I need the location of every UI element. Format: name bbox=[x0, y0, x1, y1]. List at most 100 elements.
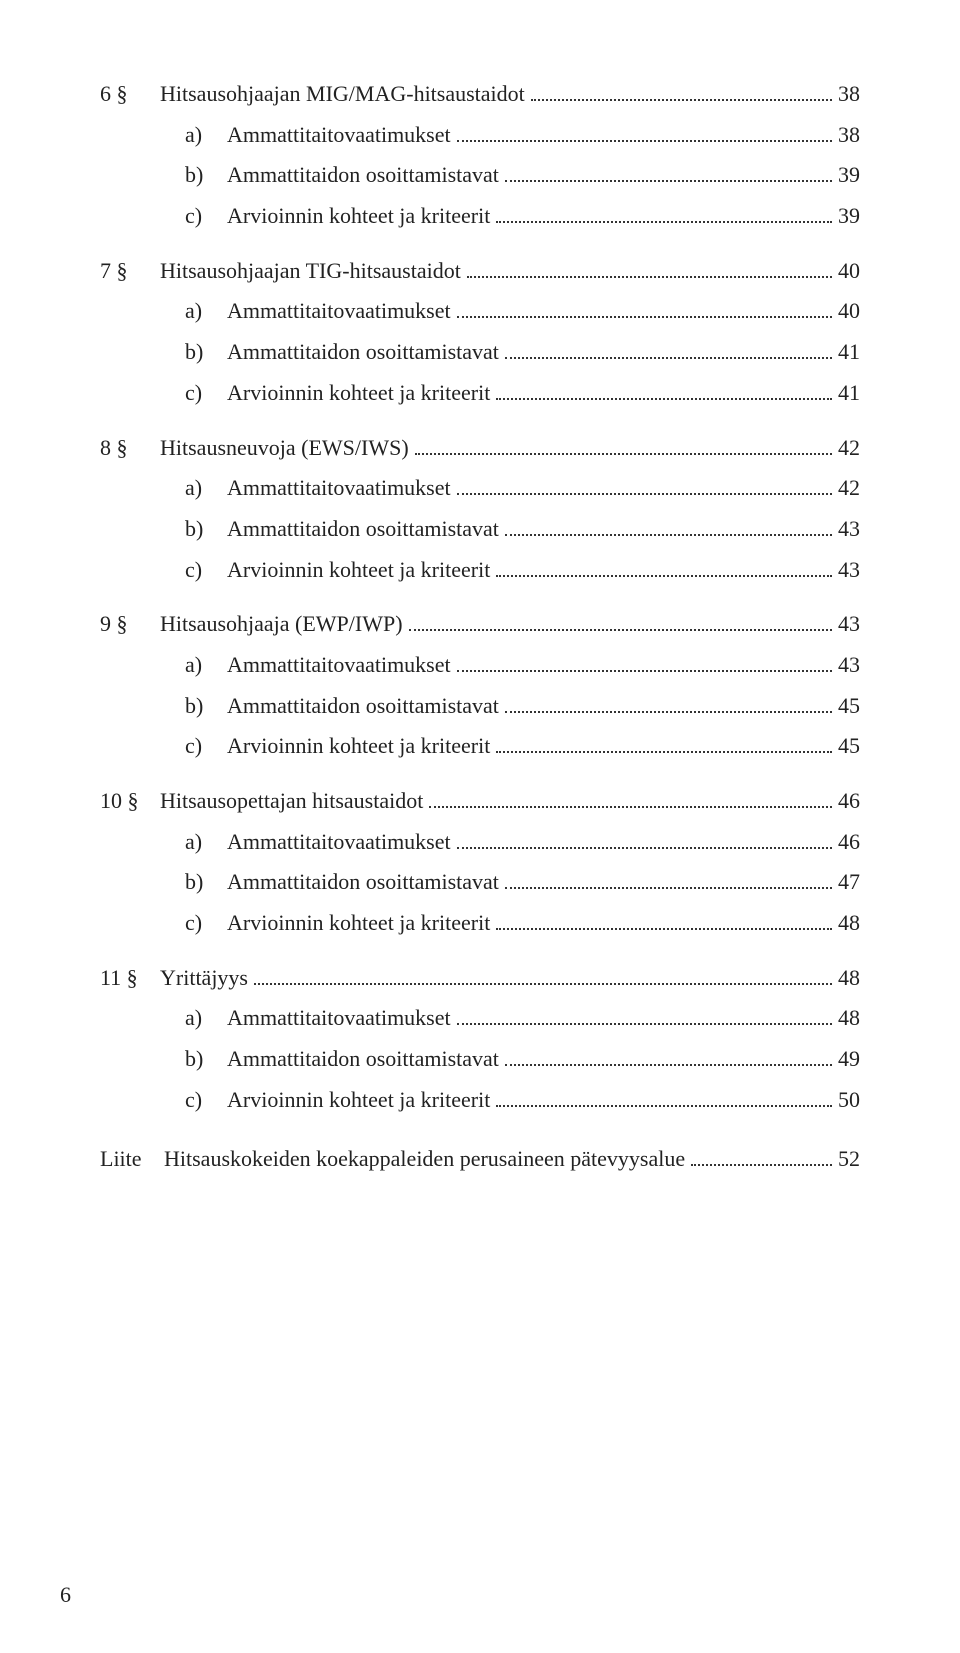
toc-title: Hitsausneuvoja (EWS/IWS) bbox=[160, 435, 409, 460]
toc-page: 40 bbox=[838, 251, 860, 292]
toc-subsection: c)Arvioinnin kohteet ja kriteerit 41 bbox=[100, 373, 860, 414]
toc-leader bbox=[505, 868, 832, 890]
toc-label: a)Ammattitaitovaatimukset bbox=[185, 468, 451, 509]
toc-label: b)Ammattitaidon osoittamistavat bbox=[185, 155, 499, 196]
document-page: 6 §Hitsausohjaajan MIG/MAG-hitsaustaidot… bbox=[0, 0, 960, 1653]
toc-letter: b) bbox=[185, 1039, 227, 1080]
toc-leader bbox=[505, 161, 832, 183]
toc-page: 41 bbox=[838, 373, 860, 414]
toc-label: c)Arvioinnin kohteet ja kriteerit bbox=[185, 903, 490, 944]
toc-subsection: a)Ammattitaitovaatimukset 42 bbox=[100, 468, 860, 509]
toc-number: 10 § bbox=[100, 781, 160, 822]
toc-title: Arvioinnin kohteet ja kriteerit bbox=[227, 203, 490, 228]
toc-letter: a) bbox=[185, 115, 227, 156]
toc-label: 7 §Hitsausohjaajan TIG-hitsaustaidot bbox=[100, 251, 461, 292]
toc-leader bbox=[457, 1004, 832, 1026]
toc-number: 6 § bbox=[100, 74, 160, 115]
toc-letter: a) bbox=[185, 998, 227, 1039]
toc-letter: c) bbox=[185, 903, 227, 944]
toc-letter: c) bbox=[185, 726, 227, 767]
toc-page: 45 bbox=[838, 686, 860, 727]
toc-leader bbox=[429, 786, 832, 808]
toc-label: b)Ammattitaidon osoittamistavat bbox=[185, 1039, 499, 1080]
toc-title: Ammattitaidon osoittamistavat bbox=[227, 339, 499, 364]
toc-leader bbox=[505, 691, 832, 713]
toc-subsection: a)Ammattitaitovaatimukset48 bbox=[100, 998, 860, 1039]
toc-subsection: a)Ammattitaitovaatimukset 46 bbox=[100, 822, 860, 863]
toc-title: Arvioinnin kohteet ja kriteerit bbox=[227, 1087, 490, 1112]
toc-label: LiiteHitsauskokeiden koekappaleiden peru… bbox=[100, 1139, 685, 1180]
toc-leader bbox=[496, 201, 832, 223]
toc-leader bbox=[457, 297, 832, 319]
toc-letter: a) bbox=[185, 822, 227, 863]
toc-subsection: c)Arvioinnin kohteet ja kriteerit 39 bbox=[100, 196, 860, 237]
toc-title: Hitsausohjaaja (EWP/IWP) bbox=[160, 611, 403, 636]
toc-page: 43 bbox=[838, 604, 860, 645]
toc-label: c)Arvioinnin kohteet ja kriteerit bbox=[185, 726, 490, 767]
toc-leader bbox=[467, 256, 832, 278]
toc-letter: c) bbox=[185, 550, 227, 591]
toc-leader bbox=[496, 378, 832, 400]
toc-subsection: b)Ammattitaidon osoittamistavat47 bbox=[100, 862, 860, 903]
toc-page: 46 bbox=[838, 781, 860, 822]
toc-title: Ammattitaidon osoittamistavat bbox=[227, 869, 499, 894]
toc-letter: b) bbox=[185, 332, 227, 373]
toc-subsection: a)Ammattitaitovaatimukset38 bbox=[100, 115, 860, 156]
toc-label: 10 §Hitsausopettajan hitsaustaidot bbox=[100, 781, 423, 822]
toc-title: Yrittäjyys bbox=[160, 965, 248, 990]
toc-leader bbox=[496, 555, 832, 577]
toc-subsection: b)Ammattitaidon osoittamistavat43 bbox=[100, 509, 860, 550]
toc-label: a)Ammattitaitovaatimukset bbox=[185, 645, 451, 686]
toc-label: 11 §Yrittäjyys bbox=[100, 958, 248, 999]
toc-number: 9 § bbox=[100, 604, 160, 645]
toc-subsection: a)Ammattitaitovaatimukset43 bbox=[100, 645, 860, 686]
toc-leader bbox=[691, 1144, 832, 1166]
toc-leader bbox=[457, 473, 832, 495]
toc-label: c)Arvioinnin kohteet ja kriteerit bbox=[185, 373, 490, 414]
toc-page: 46 bbox=[838, 822, 860, 863]
toc-subsection: c)Arvioinnin kohteet ja kriteerit45 bbox=[100, 726, 860, 767]
toc-letter: a) bbox=[185, 468, 227, 509]
toc-title: Arvioinnin kohteet ja kriteerit bbox=[227, 733, 490, 758]
page-number: 6 bbox=[60, 1582, 71, 1608]
toc-subsection: c)Arvioinnin kohteet ja kriteerit48 bbox=[100, 903, 860, 944]
toc-title: Arvioinnin kohteet ja kriteerit bbox=[227, 557, 490, 582]
toc-title: Ammattitaitovaatimukset bbox=[227, 829, 451, 854]
toc-subsection: b)Ammattitaidon osoittamistavat 45 bbox=[100, 686, 860, 727]
toc-letter: a) bbox=[185, 645, 227, 686]
toc-title: Hitsausohjaajan TIG-hitsaustaidot bbox=[160, 258, 461, 283]
toc-label: a)Ammattitaitovaatimukset bbox=[185, 291, 451, 332]
toc-page: 49 bbox=[838, 1039, 860, 1080]
toc-page: 39 bbox=[838, 196, 860, 237]
toc-letter: a) bbox=[185, 291, 227, 332]
toc-page: 43 bbox=[838, 550, 860, 591]
toc-leader bbox=[457, 120, 832, 142]
toc-label: 9 §Hitsausohjaaja (EWP/IWP) bbox=[100, 604, 403, 645]
toc-page: 38 bbox=[838, 74, 860, 115]
toc-leader bbox=[496, 908, 832, 930]
toc-page: 48 bbox=[838, 958, 860, 999]
toc-section: 11 §Yrittäjyys 48 bbox=[100, 958, 860, 999]
toc-number: 7 § bbox=[100, 251, 160, 292]
table-of-contents: 6 §Hitsausohjaajan MIG/MAG-hitsaustaidot… bbox=[100, 74, 860, 1179]
toc-label: a)Ammattitaitovaatimukset bbox=[185, 998, 451, 1039]
toc-title: Arvioinnin kohteet ja kriteerit bbox=[227, 380, 490, 405]
toc-label: b)Ammattitaidon osoittamistavat bbox=[185, 686, 499, 727]
toc-page: 38 bbox=[838, 115, 860, 156]
toc-title: Hitsausopettajan hitsaustaidot bbox=[160, 788, 423, 813]
toc-leader bbox=[496, 732, 832, 754]
toc-label: a)Ammattitaitovaatimukset bbox=[185, 822, 451, 863]
toc-label: c)Arvioinnin kohteet ja kriteerit bbox=[185, 196, 490, 237]
toc-title: Ammattitaitovaatimukset bbox=[227, 475, 451, 500]
toc-leader bbox=[457, 650, 832, 672]
toc-leader bbox=[457, 827, 832, 849]
toc-letter: c) bbox=[185, 373, 227, 414]
toc-page: 42 bbox=[838, 468, 860, 509]
toc-label: 6 §Hitsausohjaajan MIG/MAG-hitsaustaidot bbox=[100, 74, 525, 115]
toc-subsection: b)Ammattitaidon osoittamistavat39 bbox=[100, 155, 860, 196]
toc-label: c)Arvioinnin kohteet ja kriteerit bbox=[185, 550, 490, 591]
toc-page: 47 bbox=[838, 862, 860, 903]
toc-section: 8 §Hitsausneuvoja (EWS/IWS)42 bbox=[100, 428, 860, 469]
toc-title: Ammattitaidon osoittamistavat bbox=[227, 693, 499, 718]
toc-title: Hitsausohjaajan MIG/MAG-hitsaustaidot bbox=[160, 81, 525, 106]
